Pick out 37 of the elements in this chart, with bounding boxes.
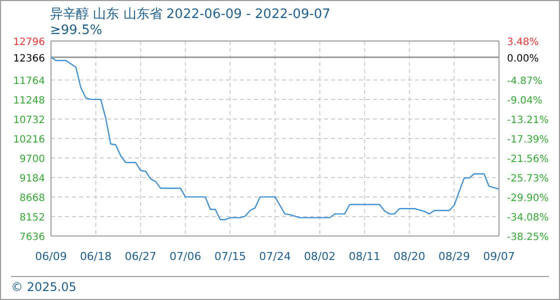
y-tick-label: 12796: [13, 37, 45, 48]
chart-title: 异辛醇 山东 山东省 2022-06-09 - 2022-09-07: [50, 6, 330, 23]
x-tick-label: 07/24: [259, 250, 291, 263]
y-tick-label: 10732: [13, 115, 45, 126]
y2-tick-label: -4.87%: [507, 76, 542, 88]
y-tick-label: 8668: [20, 193, 45, 204]
y2-tick-label: 3.48%: [507, 37, 539, 48]
line-series: [51, 56, 499, 220]
text: © 2025.05: [11, 280, 76, 294]
y2-tick-label: -21.56%: [507, 154, 549, 166]
y-tick-label: 7636: [20, 232, 45, 243]
y2-tick-label: 0.00%: [507, 53, 539, 64]
y-tick-label: 8152: [20, 212, 45, 224]
y2-tick-label: -29.90%: [507, 192, 549, 204]
x-tick-label: 08/29: [438, 250, 470, 263]
x-tick-label: 08/11: [348, 250, 380, 263]
x-tick-label: 07/06: [170, 250, 202, 263]
x-tick-label: 06/27: [124, 250, 156, 263]
chart-subtitle: ≥99.5%: [50, 23, 102, 38]
y-tick-label: 11248: [13, 96, 45, 106]
y2-tick-label: -17.39%: [507, 134, 549, 146]
y2-tick-label: -34.08%: [507, 212, 549, 224]
x-tick-label: 07/15: [214, 250, 246, 263]
y2-tick-label: -38.25%: [507, 232, 549, 243]
y-tick-label: 10216: [13, 134, 45, 146]
y-tick-label: 9184: [20, 174, 45, 184]
x-tick-label: 08/02: [304, 250, 336, 263]
y-tick-label: 11764: [13, 76, 45, 87]
y2-tick-label: -9.04%: [507, 96, 542, 107]
x-tick-label: 06/18: [80, 250, 112, 263]
x-tick-label: 06/09: [35, 250, 67, 263]
y-tick-label: 9700: [20, 154, 45, 165]
x-tick-label: 09/07: [483, 250, 515, 263]
y-tick-label: 12366: [13, 53, 45, 64]
x-tick-label: 08/20: [394, 250, 426, 263]
y2-tick-label: -13.21%: [507, 114, 549, 126]
y2-tick-label: -25.73%: [507, 173, 549, 184]
